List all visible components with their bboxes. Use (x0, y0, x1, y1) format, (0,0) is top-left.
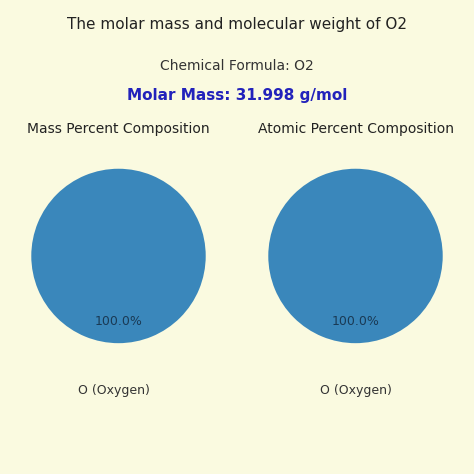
Wedge shape (268, 169, 443, 343)
Text: O (Oxygen): O (Oxygen) (319, 384, 392, 397)
Text: O (Oxygen): O (Oxygen) (78, 384, 150, 397)
Text: The molar mass and molecular weight of O2: The molar mass and molecular weight of O… (67, 17, 407, 32)
Text: Chemical Formula: O2: Chemical Formula: O2 (160, 59, 314, 73)
Title: Mass Percent Composition: Mass Percent Composition (27, 122, 210, 136)
Text: 100.0%: 100.0% (94, 315, 143, 328)
Text: Molar Mass: 31.998 g/mol: Molar Mass: 31.998 g/mol (127, 88, 347, 103)
Text: 100.0%: 100.0% (331, 315, 380, 328)
Title: Atomic Percent Composition: Atomic Percent Composition (257, 122, 454, 136)
Wedge shape (31, 169, 206, 343)
